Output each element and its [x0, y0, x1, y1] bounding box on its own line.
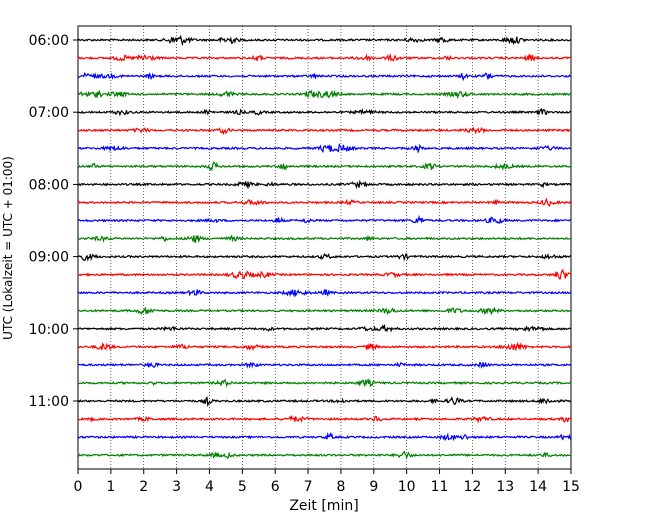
y-axis-ticks: 06:00 07:00 08:00 09:00 10:00 11:00 — [29, 33, 78, 410]
seismic-trace — [77, 179, 572, 190]
seismic-trace — [77, 306, 572, 316]
x-axis-ticks: 0 1 2 3 4 5 6 7 8 9 10 11 12 13 14 15 — [74, 469, 580, 495]
seismic-trace — [77, 323, 572, 333]
y-tick-label: 09:00 — [29, 250, 69, 266]
seismic-trace — [77, 72, 572, 82]
x-tick-label: 10 — [398, 479, 416, 495]
x-tick-label: 15 — [562, 479, 580, 495]
seismic-trace — [77, 289, 572, 298]
x-tick-label: 1 — [106, 479, 115, 495]
seismic-trace — [77, 161, 572, 172]
x-tick-label: 12 — [463, 479, 481, 495]
y-tick-label: 07:00 — [29, 105, 69, 121]
y-tick-label: 06:00 — [29, 33, 69, 49]
seismic-trace — [77, 53, 572, 62]
x-tick-label: 4 — [205, 479, 214, 495]
seismic-trace — [77, 414, 572, 424]
seismic-trace — [77, 252, 572, 262]
seismic-trace — [77, 197, 572, 208]
x-tick-label: 3 — [172, 479, 181, 495]
seismic-trace — [77, 142, 572, 154]
x-tick-label: 8 — [336, 479, 345, 495]
seismic-trace — [77, 450, 572, 460]
x-tick-label: 9 — [369, 479, 378, 495]
seismic-trace — [77, 341, 572, 352]
seismic-traces — [77, 34, 572, 460]
seismic-trace — [77, 34, 572, 47]
x-tick-label: 5 — [238, 479, 247, 495]
seismic-trace — [77, 396, 572, 408]
seismic-trace — [77, 377, 572, 388]
y-tick-label: 10:00 — [29, 322, 69, 338]
seismic-trace — [77, 268, 572, 280]
seismic-trace — [77, 431, 572, 442]
x-tick-label: 0 — [74, 479, 83, 495]
x-axis-label: Zeit [min] — [289, 498, 358, 514]
y-tick-label: 11:00 — [29, 394, 69, 410]
x-tick-label: 6 — [271, 479, 280, 495]
seismic-trace — [77, 361, 572, 369]
x-tick-label: 2 — [139, 479, 148, 495]
x-tick-label: 13 — [496, 479, 514, 495]
seismic-trace — [77, 214, 572, 224]
x-tick-label: 11 — [431, 479, 449, 495]
seismic-trace — [77, 234, 572, 244]
x-tick-label: 14 — [529, 479, 547, 495]
x-grid — [110, 26, 539, 469]
x-tick-label: 7 — [304, 479, 313, 495]
plot-frame — [77, 25, 572, 470]
seismic-trace — [77, 126, 572, 136]
seismic-trace — [77, 89, 572, 100]
y-tick-label: 08:00 — [29, 177, 69, 193]
y-axis-label: UTC (Lokalzeit = UTC + 01:00) — [1, 156, 15, 340]
seismic-trace — [77, 107, 572, 117]
